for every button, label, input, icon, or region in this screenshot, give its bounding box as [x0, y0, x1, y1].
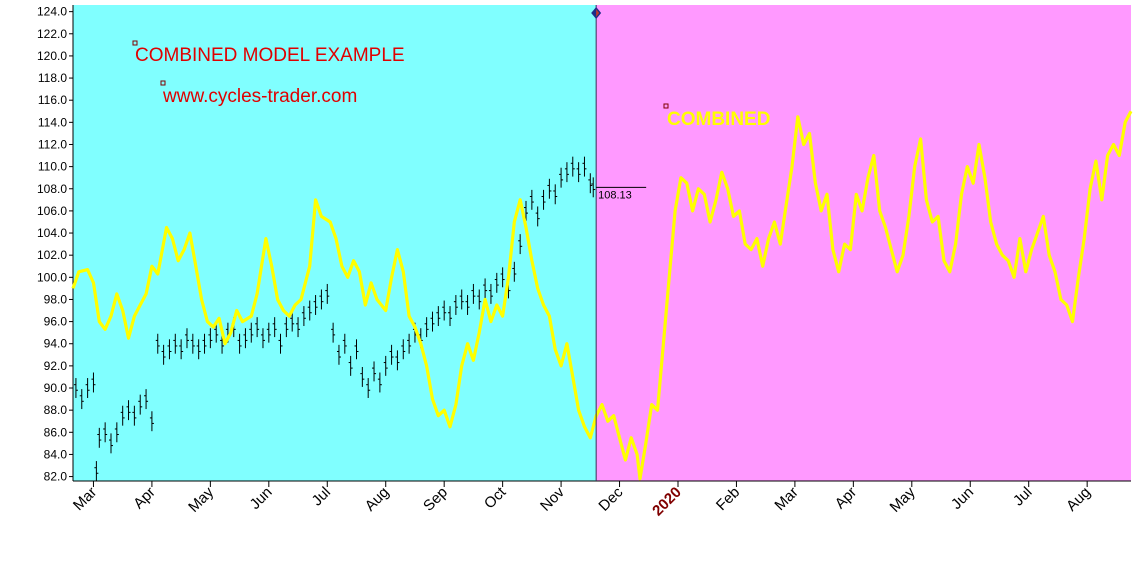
x-tick-label: Dec: [595, 483, 626, 514]
x-tick-label: May: [185, 483, 217, 515]
plot-area: [73, 5, 1131, 481]
last-price-label: 108.13: [598, 189, 632, 201]
y-tick-label: 96.0: [44, 315, 68, 329]
website-marker-icon: [160, 80, 166, 86]
x-tick-label: Jun: [247, 484, 276, 513]
x-tick-label: Aug: [362, 484, 393, 515]
last-price-marker: 108.13: [596, 186, 647, 201]
projection-region: [596, 5, 1131, 481]
history-region: [73, 5, 597, 481]
x-tick-label: Jul: [309, 484, 335, 510]
y-tick-label: 94.0: [44, 337, 68, 351]
y-tick-label: 86.0: [44, 425, 68, 439]
y-tick-label: 120.0: [37, 49, 67, 63]
y-tick-label: 92.0: [44, 359, 68, 373]
x-tick-label: Aug: [1063, 484, 1094, 515]
y-axis: 82.0 84.0 86.0 88.0 90.0 92.0 94.0 96.0 98.0 100.…: [37, 5, 74, 484]
y-tick-label: 104.0: [37, 226, 67, 240]
x-tick-label: Jul: [1010, 484, 1036, 510]
x-tick-label: Mar: [771, 484, 801, 514]
x-axis: Mar Apr May Jun Jul Aug Sep Oct Nov Dec 2020 Feb Mar…: [70, 480, 1131, 520]
y-tick-label: 82.0: [44, 470, 68, 484]
y-tick-label: 110.0: [38, 160, 67, 174]
x-tick-label: Mar: [70, 484, 100, 514]
x-tick-label: Jun: [948, 484, 977, 513]
y-tick-label: 114.0: [38, 115, 67, 129]
y-tick-label: 116.0: [38, 93, 67, 107]
combined-line: [71, 110, 1133, 481]
y-tick-label: 98.0: [44, 292, 68, 306]
series-marker-icon: [663, 103, 669, 109]
y-tick-label: 102.0: [37, 248, 67, 262]
y-tick-label: 88.0: [44, 403, 68, 417]
x-tick-label: Nov: [537, 483, 568, 514]
website-label: www.cycles-trader.com: [162, 86, 357, 107]
chart-title: COMBINED MODEL EXAMPLE: [135, 45, 405, 66]
y-tick-label: 108.0: [37, 182, 67, 196]
series-label-combined: COMBINED: [667, 109, 770, 130]
x-tick-label: 2020: [649, 484, 685, 520]
x-tick-label: Sep: [420, 484, 451, 515]
y-tick-label: 106.0: [37, 204, 67, 218]
divider: [591, 5, 602, 481]
y-tick-label: 118.0: [38, 71, 67, 85]
x-tick-label: Oct: [481, 483, 510, 512]
y-tick-label: 124.0: [37, 5, 67, 19]
y-tick-label: 112.0: [38, 137, 67, 151]
title-marker-icon: [132, 40, 138, 46]
y-tick-label: 84.0: [44, 447, 68, 461]
annotations: COMBINED MODEL EXAMPLE www.cycles-trader…: [132, 40, 770, 130]
y-tick-label: 90.0: [44, 381, 68, 395]
x-tick-label: May: [887, 483, 919, 515]
x-tick-label: Apr: [130, 484, 159, 513]
price-bars: [73, 156, 596, 481]
x-tick-label: Apr: [832, 484, 861, 513]
divider-marker-accent-icon: [596, 9, 600, 17]
y-tick-label: 100.0: [37, 270, 67, 284]
x-tick-label: Feb: [713, 484, 743, 514]
y-tick-label: 122.0: [37, 27, 67, 41]
